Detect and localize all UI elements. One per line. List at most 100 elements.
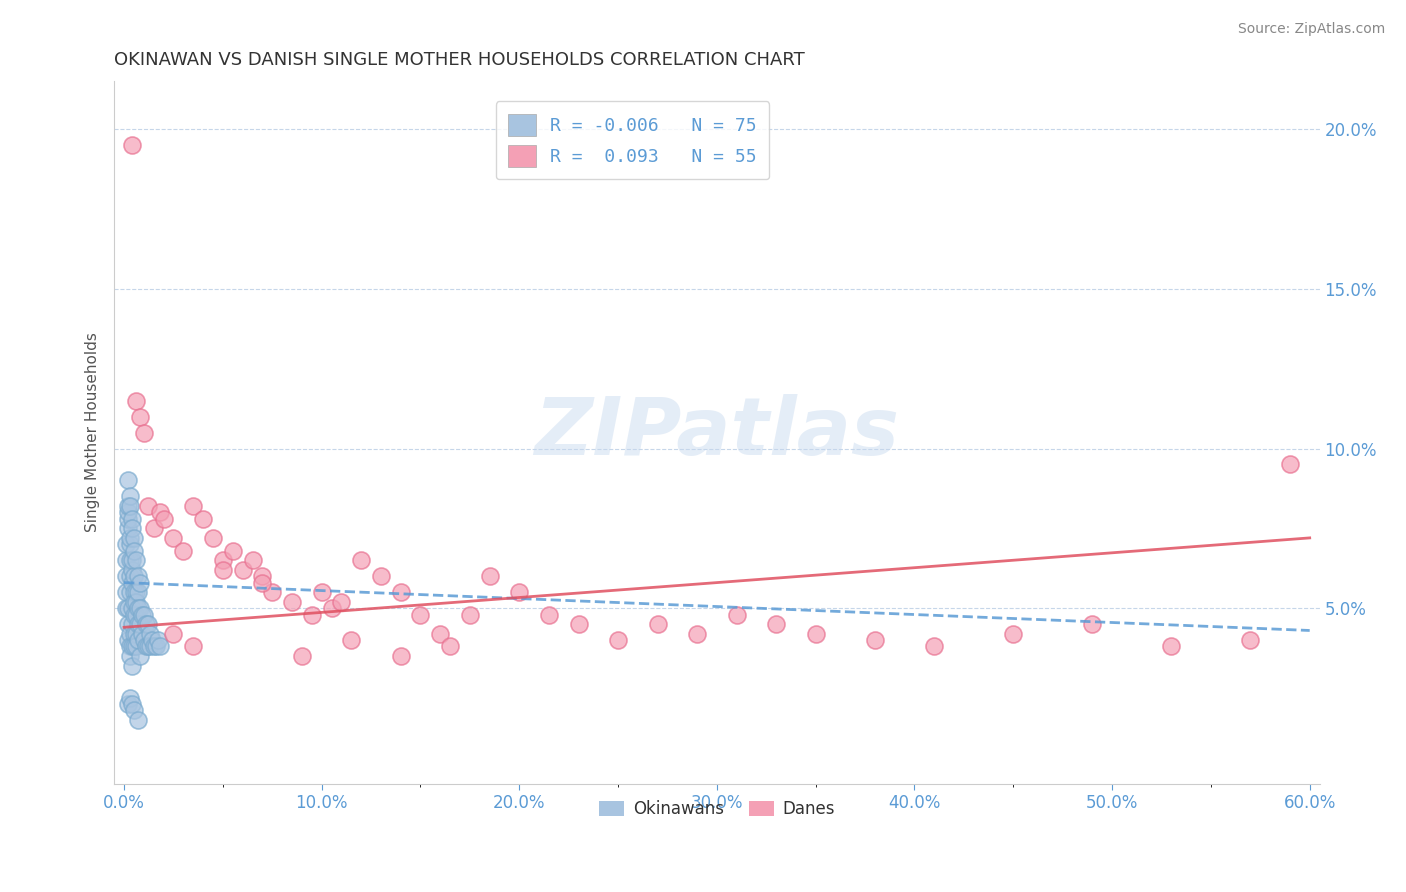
Point	[125, 607, 148, 622]
Point	[121, 697, 143, 711]
Point	[118, 569, 141, 583]
Point	[135, 617, 157, 632]
Point	[117, 633, 139, 648]
Point	[128, 409, 150, 424]
Point	[804, 626, 827, 640]
Point	[122, 595, 145, 609]
Point	[242, 553, 264, 567]
Point	[281, 595, 304, 609]
Point	[121, 658, 143, 673]
Point	[765, 617, 787, 632]
Point	[121, 512, 143, 526]
Point	[135, 640, 157, 654]
Point	[340, 633, 363, 648]
Point	[122, 569, 145, 583]
Point	[118, 499, 141, 513]
Point	[922, 640, 945, 654]
Point	[122, 607, 145, 622]
Point	[181, 640, 204, 654]
Point	[350, 553, 373, 567]
Point	[121, 601, 143, 615]
Point	[125, 585, 148, 599]
Point	[201, 531, 224, 545]
Point	[118, 690, 141, 705]
Point	[115, 569, 138, 583]
Point	[118, 640, 141, 654]
Point	[1002, 626, 1025, 640]
Point	[128, 617, 150, 632]
Point	[132, 425, 155, 440]
Legend: Okinawans, Danes: Okinawans, Danes	[593, 793, 841, 824]
Y-axis label: Single Mother Households: Single Mother Households	[86, 333, 100, 533]
Point	[321, 601, 343, 615]
Point	[537, 607, 560, 622]
Point	[117, 617, 139, 632]
Point	[121, 575, 143, 590]
Point	[370, 569, 392, 583]
Point	[132, 607, 155, 622]
Point	[125, 626, 148, 640]
Point	[181, 499, 204, 513]
Point	[125, 595, 148, 609]
Point	[389, 585, 412, 599]
Point	[162, 531, 184, 545]
Point	[330, 595, 353, 609]
Point	[252, 569, 274, 583]
Point	[117, 499, 139, 513]
Point	[127, 585, 149, 599]
Point	[172, 543, 194, 558]
Point	[122, 531, 145, 545]
Point	[429, 626, 451, 640]
Point	[389, 648, 412, 663]
Point	[131, 626, 153, 640]
Point	[122, 585, 145, 599]
Point	[508, 585, 530, 599]
Point	[725, 607, 748, 622]
Point	[118, 553, 141, 567]
Point	[212, 553, 235, 567]
Point	[409, 607, 432, 622]
Point	[121, 553, 143, 567]
Point	[136, 499, 159, 513]
Point	[125, 393, 148, 408]
Point	[128, 575, 150, 590]
Point	[152, 512, 174, 526]
Point	[607, 633, 630, 648]
Point	[122, 543, 145, 558]
Point	[149, 640, 172, 654]
Text: ZIPatlas: ZIPatlas	[534, 393, 900, 472]
Point	[567, 617, 589, 632]
Point	[117, 505, 139, 519]
Point	[142, 640, 165, 654]
Point	[252, 575, 274, 590]
Text: OKINAWAN VS DANISH SINGLE MOTHER HOUSEHOLDS CORRELATION CHART: OKINAWAN VS DANISH SINGLE MOTHER HOUSEHO…	[114, 51, 806, 69]
Point	[117, 521, 139, 535]
Point	[122, 626, 145, 640]
Point	[127, 713, 149, 727]
Point	[127, 633, 149, 648]
Point	[121, 521, 143, 535]
Point	[132, 633, 155, 648]
Point	[139, 640, 162, 654]
Point	[232, 563, 254, 577]
Point	[118, 648, 141, 663]
Point	[139, 626, 162, 640]
Point	[128, 648, 150, 663]
Point	[115, 537, 138, 551]
Point	[262, 585, 284, 599]
Point	[118, 585, 141, 599]
Point	[647, 617, 669, 632]
Point	[115, 553, 138, 567]
Point	[162, 626, 184, 640]
Point	[128, 601, 150, 615]
Point	[439, 640, 461, 654]
Point	[1081, 617, 1104, 632]
Point	[1239, 633, 1261, 648]
Point	[458, 607, 481, 622]
Point	[301, 607, 323, 622]
Point	[141, 633, 163, 648]
Point	[118, 626, 141, 640]
Point	[127, 601, 149, 615]
Point	[117, 697, 139, 711]
Point	[127, 569, 149, 583]
